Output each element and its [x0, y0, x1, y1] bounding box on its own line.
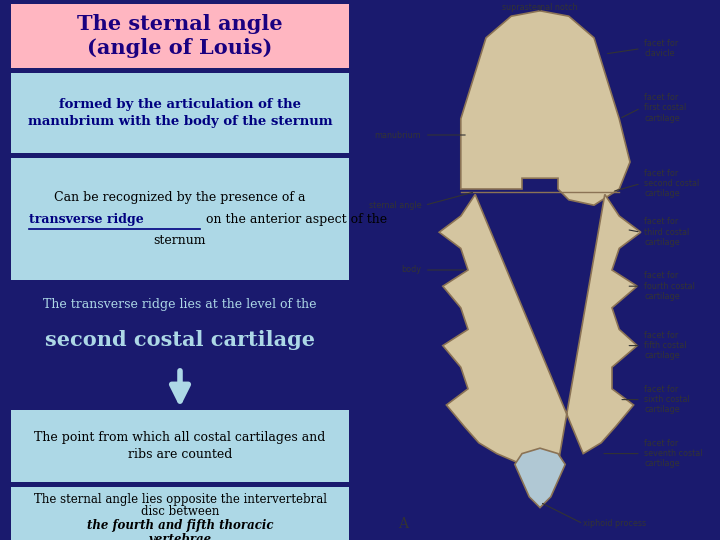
Text: The transverse ridge lies at the level of the: The transverse ridge lies at the level o…	[43, 299, 317, 312]
FancyBboxPatch shape	[11, 410, 349, 482]
Text: sternum: sternum	[154, 234, 206, 247]
Polygon shape	[461, 11, 630, 205]
Text: facet for
third costal
cartilage: facet for third costal cartilage	[644, 217, 690, 247]
Text: A: A	[398, 517, 408, 531]
Text: transverse ridge: transverse ridge	[29, 213, 143, 226]
Text: facet for
second costal
cartilage: facet for second costal cartilage	[644, 168, 700, 199]
Text: facet for
clavicle: facet for clavicle	[644, 39, 679, 58]
Text: suprasternal notch: suprasternal notch	[503, 3, 577, 12]
Text: second costal cartilage: second costal cartilage	[45, 330, 315, 350]
Text: disc between: disc between	[141, 505, 219, 518]
Text: vertebrae: vertebrae	[148, 533, 212, 540]
FancyBboxPatch shape	[11, 4, 349, 68]
Text: The point from which all costal cartilages and
ribs are counted: The point from which all costal cartilag…	[35, 431, 325, 461]
Text: sternal angle: sternal angle	[369, 201, 421, 210]
Text: The sternal angle lies opposite the intervertebral: The sternal angle lies opposite the inte…	[34, 494, 326, 507]
Text: xiphoid process: xiphoid process	[583, 519, 647, 528]
Polygon shape	[439, 194, 641, 470]
Text: formed by the articulation of the
manubrium with the body of the sternum: formed by the articulation of the manubr…	[27, 98, 333, 128]
FancyBboxPatch shape	[11, 285, 349, 368]
Text: facet for
fourth costal
cartilage: facet for fourth costal cartilage	[644, 271, 696, 301]
Text: Can be recognized by the presence of a: Can be recognized by the presence of a	[54, 191, 306, 204]
FancyBboxPatch shape	[11, 158, 349, 280]
Text: manubrium: manubrium	[374, 131, 421, 139]
Text: facet for
seventh costal
cartilage: facet for seventh costal cartilage	[644, 438, 703, 469]
Text: facet for
first costal
cartilage: facet for first costal cartilage	[644, 93, 687, 123]
Text: on the anterior aspect of the: on the anterior aspect of the	[202, 213, 387, 226]
Text: facet for
fifth costal
cartilage: facet for fifth costal cartilage	[644, 330, 687, 361]
Text: body: body	[401, 266, 421, 274]
FancyBboxPatch shape	[11, 487, 349, 540]
FancyBboxPatch shape	[11, 73, 349, 153]
Text: The sternal angle
(angle of Louis): The sternal angle (angle of Louis)	[77, 14, 283, 58]
Text: facet for
sixth costal
cartilage: facet for sixth costal cartilage	[644, 384, 690, 415]
Text: the fourth and fifth thoracic: the fourth and fifth thoracic	[86, 519, 274, 532]
Polygon shape	[515, 448, 565, 508]
